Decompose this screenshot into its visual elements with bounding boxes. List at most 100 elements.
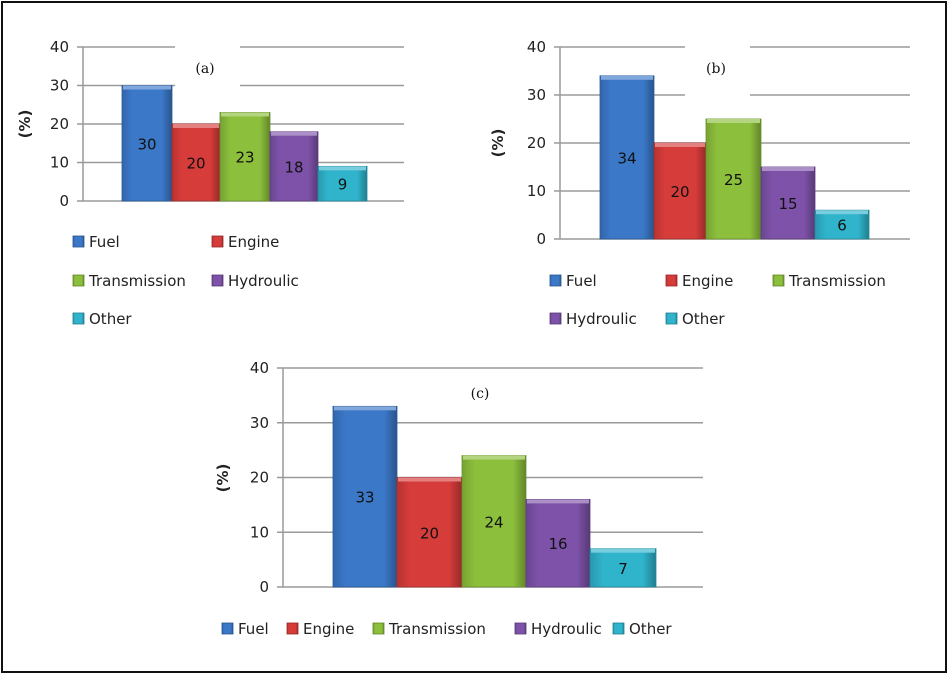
y-tick-label: 20 (50, 115, 69, 133)
data-label: 7 (618, 560, 628, 578)
legend-swatch (514, 622, 527, 635)
bar-fuel (121, 85, 173, 202)
bar-other (589, 548, 657, 588)
bar-top-bevel (271, 131, 317, 136)
legend-item-hydroulic: Hydroulic (514, 620, 602, 638)
legend-label: Hydroulic (566, 310, 637, 328)
legend-swatch (665, 312, 678, 325)
data-label: 15 (778, 195, 797, 213)
legend-item-fuel: Fuel (72, 233, 120, 251)
y-tick-label: 40 (250, 359, 269, 377)
panel-title: (c) (471, 386, 490, 402)
y-tick-label: 40 (50, 38, 69, 56)
legend-label: Transmission (88, 272, 186, 290)
chart-b: 0 10 20 30 40 (%) (b) 34 20 25 15 6 Fuel Engine Transm… (489, 38, 910, 328)
data-label: 6 (837, 217, 847, 235)
legend-item-hydroulic: Hydroulic (211, 272, 299, 290)
data-label: 23 (235, 149, 254, 167)
bar-top-bevel (527, 499, 589, 504)
y-tick-label: 30 (50, 77, 69, 95)
legend-label: Other (89, 310, 132, 328)
legend-item-transmission: Transmission (372, 620, 486, 638)
legend-item-transmission: Transmission (72, 272, 186, 290)
legend-swatch (72, 235, 85, 248)
legend-label: Transmission (788, 272, 886, 290)
bar-top-bevel (221, 112, 269, 117)
y-axis-label: (%) (16, 110, 34, 139)
data-label: 25 (724, 171, 743, 189)
legend-swatch (549, 312, 562, 325)
bar-top-bevel (816, 210, 868, 215)
y-axis-label: (%) (489, 129, 507, 158)
bar-top-bevel (173, 124, 219, 128)
y-tick-label: 0 (59, 192, 69, 210)
legend-swatch (665, 274, 678, 287)
legend-label: Other (682, 310, 725, 328)
legend-swatch (211, 274, 224, 287)
data-label: 20 (186, 155, 205, 173)
legend-item-fuel: Fuel (221, 620, 269, 638)
data-label: 9 (338, 176, 348, 194)
bar-top-bevel (655, 143, 705, 147)
legend-label: Transmission (388, 620, 486, 638)
bar-top-bevel (123, 85, 171, 90)
y-tick-label: 20 (527, 134, 546, 152)
legend-label: Hydroulic (228, 272, 299, 290)
bar-top-bevel (334, 406, 396, 411)
panel-title: (a) (195, 61, 214, 77)
data-label: 18 (284, 158, 303, 176)
legend-swatch (72, 312, 85, 325)
data-label: 24 (484, 513, 503, 531)
legend-label: Engine (682, 272, 733, 290)
legend-swatch (612, 622, 625, 635)
legend-item-other: Other (665, 310, 725, 328)
legend-item-other: Other (612, 620, 672, 638)
legend-swatch (286, 622, 299, 635)
legend-label: Engine (303, 620, 354, 638)
legend-label: Hydroulic (531, 620, 602, 638)
y-tick-label: 30 (250, 414, 269, 432)
y-tick-label: 0 (259, 578, 269, 596)
legend-label: Fuel (238, 620, 269, 638)
data-label: 20 (420, 524, 439, 542)
bar-top-bevel (762, 167, 814, 171)
legend-label: Engine (228, 233, 279, 251)
legend-swatch (549, 274, 562, 287)
bar-top-bevel (591, 548, 655, 553)
bar-top-bevel (319, 166, 366, 171)
bar-top-bevel (707, 119, 760, 123)
y-tick-label: 0 (536, 230, 546, 248)
legend-label: Fuel (89, 233, 120, 251)
legend-item-other: Other (72, 310, 132, 328)
legend-swatch (221, 622, 234, 635)
legend-item-engine: Engine (211, 233, 279, 251)
y-axis-label: (%) (214, 464, 232, 493)
legend-swatch (211, 235, 224, 248)
y-tick-label: 20 (250, 469, 269, 487)
data-label: 33 (355, 489, 374, 507)
bar-top-bevel (463, 455, 525, 460)
legend-item-hydroulic: Hydroulic (549, 310, 637, 328)
y-tick-label: 10 (250, 523, 269, 541)
chart-a: 0 10 20 30 40 (%) (a) 30 20 23 18 9 Fuel Engine Transm… (16, 38, 404, 328)
chart-c: 0 10 20 30 40 (%) (c) 33 20 24 16 7 Fuel Engine Transm… (214, 359, 703, 638)
data-label: 30 (137, 135, 156, 153)
legend-item-fuel: Fuel (549, 272, 597, 290)
y-tick-label: 40 (527, 38, 546, 56)
y-tick-label: 30 (527, 86, 546, 104)
bar-hydroulic (760, 166, 816, 240)
legend-label: Fuel (566, 272, 597, 290)
legend-swatch (72, 274, 85, 287)
legend-swatch (372, 622, 385, 635)
bar-fuel (599, 75, 655, 240)
data-label: 34 (617, 149, 636, 167)
bar-transmission (705, 118, 762, 240)
legend-label: Other (629, 620, 672, 638)
legend-item-engine: Engine (286, 620, 354, 638)
y-tick-label: 10 (527, 182, 546, 200)
bar-transmission (461, 455, 527, 588)
bar-top-bevel (398, 477, 461, 482)
y-tick-label: 10 (50, 154, 69, 172)
